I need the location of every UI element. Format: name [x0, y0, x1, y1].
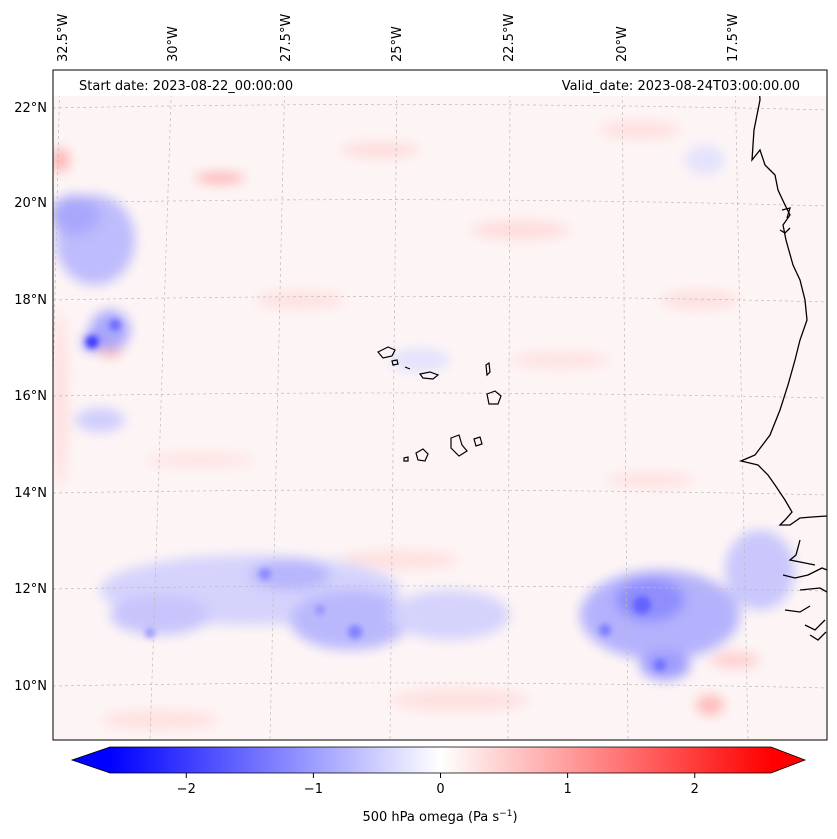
lon-label: 32.5°W [56, 14, 71, 62]
omega-positive-field [53, 120, 760, 730]
lon-label: 25°W [390, 26, 405, 62]
valid-date-label: Valid_date: 2023-08-24T03:00:00.00 [562, 79, 800, 94]
graticule [53, 70, 827, 740]
header-band [53, 70, 827, 96]
lon-label: 27.5°W [279, 14, 294, 62]
lon-label: 17.5°W [726, 14, 741, 62]
map-frame [52, 69, 828, 741]
colorbar-tick-label: 2 [691, 782, 699, 797]
colorbar-gradient [110, 747, 771, 773]
lat-label: 22°N [14, 101, 47, 116]
colorbar-tick-label: 0 [436, 782, 444, 797]
omega-negative-cores [86, 319, 666, 671]
cape-verde-islands [377, 346, 502, 462]
colorbar-label: 500 hPa omega (Pa s−1) [362, 809, 517, 825]
lon-label: 20°W [615, 26, 630, 62]
colorbar-tick-label: 1 [563, 782, 571, 797]
map-panel [53, 70, 827, 740]
colorbar-ticks: −2 −1 0 1 2 [177, 773, 699, 797]
start-date-label: Start date: 2023-08-22_00:00:00 [79, 79, 293, 94]
lat-label: 18°N [14, 293, 47, 308]
colorbar-tick-label: −1 [304, 782, 323, 797]
lon-label: 30°W [166, 26, 181, 62]
colorbar-high-extend [771, 747, 805, 773]
lon-label: 22.5°W [502, 14, 517, 62]
longitude-labels: 32.5°W 30°W 27.5°W 25°W 22.5°W 20°W 17.5… [56, 14, 741, 62]
omega-negative-field [53, 145, 795, 680]
lat-label: 10°N [14, 679, 47, 694]
colorbar-low-extend [72, 747, 110, 773]
africa-coastline [738, 70, 827, 641]
lat-label: 12°N [14, 582, 47, 597]
colorbar-tick-label: −2 [177, 782, 196, 797]
colorbar-outline [70, 746, 807, 774]
lat-label: 20°N [14, 196, 47, 211]
lat-label: 16°N [14, 389, 47, 404]
colorbar: −2 −1 0 1 2 500 hPa omega (Pa s−1) [70, 746, 807, 825]
latitude-labels: 22°N 20°N 18°N 16°N 14°N 12°N 10°N [14, 101, 47, 694]
lat-label: 14°N [14, 486, 47, 501]
